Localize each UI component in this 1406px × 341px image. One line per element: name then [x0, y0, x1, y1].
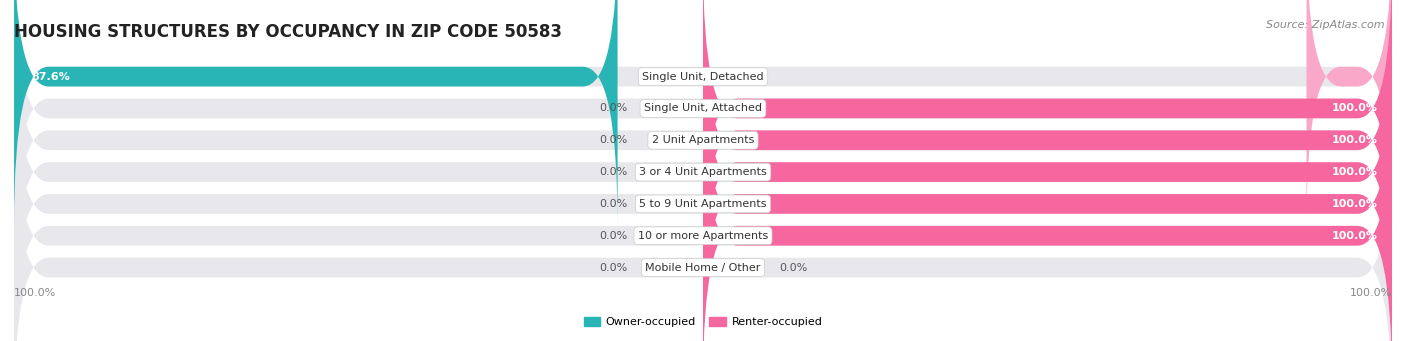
Legend: Owner-occupied, Renter-occupied: Owner-occupied, Renter-occupied	[583, 317, 823, 327]
Text: 87.6%: 87.6%	[31, 72, 70, 81]
Text: 100.0%: 100.0%	[1331, 231, 1378, 241]
Text: 100.0%: 100.0%	[1331, 135, 1378, 145]
Text: 0.0%: 0.0%	[599, 263, 627, 272]
Text: Single Unit, Detached: Single Unit, Detached	[643, 72, 763, 81]
FancyBboxPatch shape	[14, 0, 1392, 290]
FancyBboxPatch shape	[703, 23, 1392, 321]
Text: 10 or more Apartments: 10 or more Apartments	[638, 231, 768, 241]
Text: 100.0%: 100.0%	[1331, 167, 1378, 177]
FancyBboxPatch shape	[14, 0, 1392, 258]
FancyBboxPatch shape	[1306, 0, 1392, 226]
FancyBboxPatch shape	[14, 0, 1392, 226]
FancyBboxPatch shape	[703, 55, 1392, 341]
Text: 0.0%: 0.0%	[599, 167, 627, 177]
Text: 100.0%: 100.0%	[1331, 199, 1378, 209]
Text: HOUSING STRUCTURES BY OCCUPANCY IN ZIP CODE 50583: HOUSING STRUCTURES BY OCCUPANCY IN ZIP C…	[14, 23, 562, 41]
Text: 3 or 4 Unit Apartments: 3 or 4 Unit Apartments	[640, 167, 766, 177]
Text: Source: ZipAtlas.com: Source: ZipAtlas.com	[1267, 20, 1385, 30]
Text: 100.0%: 100.0%	[14, 288, 56, 298]
Text: Mobile Home / Other: Mobile Home / Other	[645, 263, 761, 272]
FancyBboxPatch shape	[14, 23, 1392, 321]
Text: 0.0%: 0.0%	[599, 199, 627, 209]
Text: 100.0%: 100.0%	[1331, 103, 1378, 114]
FancyBboxPatch shape	[14, 0, 617, 226]
Text: 0.0%: 0.0%	[599, 231, 627, 241]
FancyBboxPatch shape	[14, 118, 1392, 341]
FancyBboxPatch shape	[703, 87, 1392, 341]
Text: 100.0%: 100.0%	[1350, 288, 1392, 298]
Text: 0.0%: 0.0%	[599, 103, 627, 114]
Text: 0.0%: 0.0%	[599, 135, 627, 145]
Text: 2 Unit Apartments: 2 Unit Apartments	[652, 135, 754, 145]
FancyBboxPatch shape	[703, 0, 1392, 258]
FancyBboxPatch shape	[14, 55, 1392, 341]
Text: Single Unit, Attached: Single Unit, Attached	[644, 103, 762, 114]
Text: 0.0%: 0.0%	[779, 263, 807, 272]
FancyBboxPatch shape	[703, 0, 1392, 290]
FancyBboxPatch shape	[14, 87, 1392, 341]
Text: 5 to 9 Unit Apartments: 5 to 9 Unit Apartments	[640, 199, 766, 209]
